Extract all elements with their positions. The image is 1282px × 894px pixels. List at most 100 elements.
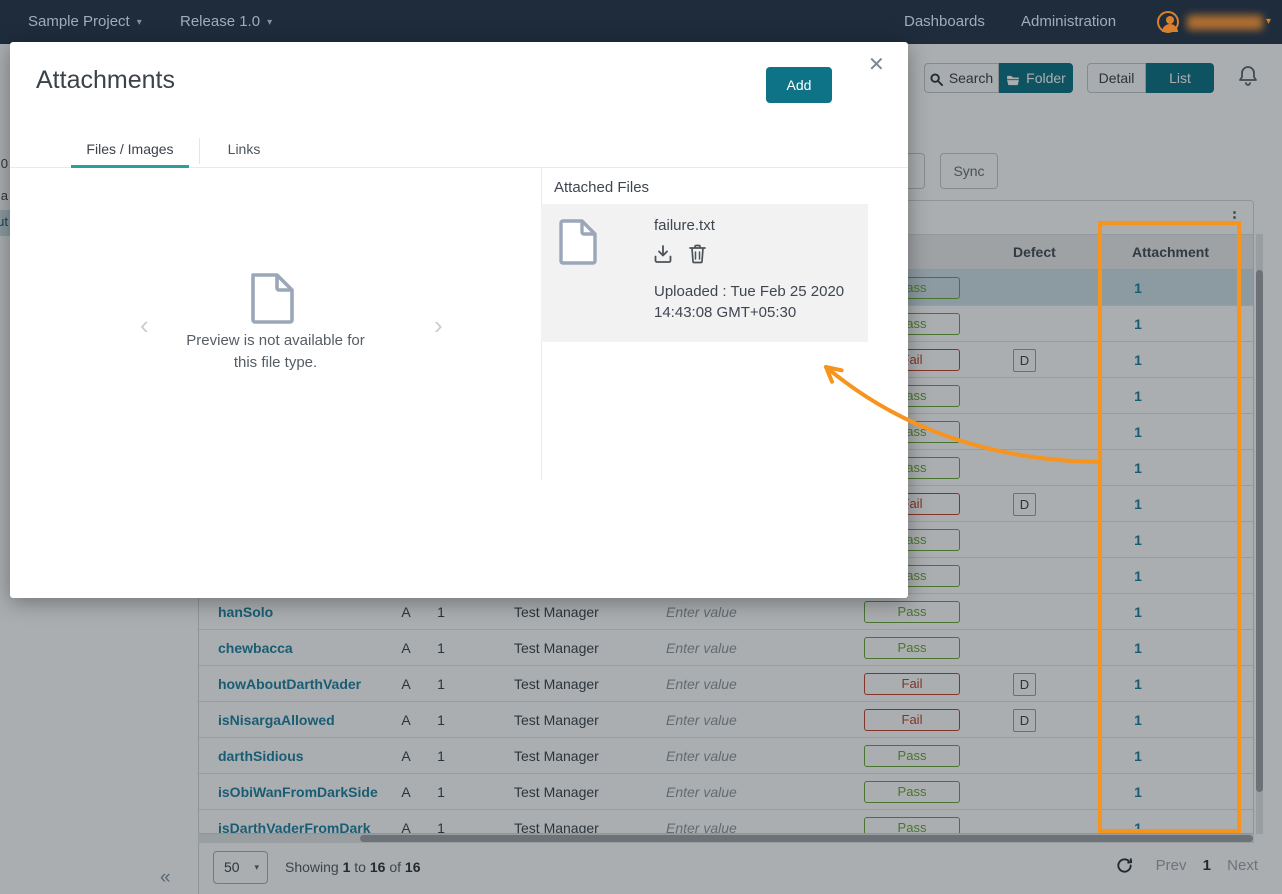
defect-badge[interactable]: D (1013, 493, 1036, 516)
release-selector[interactable]: Release 1.0 ▾ (180, 13, 273, 30)
prev-page-button[interactable]: Prev (1155, 857, 1187, 874)
attachment-count[interactable]: 1 (1134, 784, 1142, 800)
cell-version: 1 (437, 748, 445, 764)
testcase-link[interactable]: hanSolo (218, 604, 274, 620)
refresh-icon[interactable] (1115, 856, 1134, 880)
table-row[interactable]: isNisargaAllowed A 1 Test Manager Enter … (199, 702, 1253, 738)
sidebar-item-fragment[interactable]: ut (0, 214, 8, 229)
cell-enter-value-input[interactable]: Enter value (666, 712, 737, 728)
attachment-count[interactable]: 1 (1134, 748, 1142, 764)
attachment-count[interactable]: 1 (1134, 568, 1142, 584)
nav-administration[interactable]: Administration (1021, 13, 1117, 30)
cell-owner: Test Manager (514, 784, 599, 800)
sidebar-selected-row (0, 210, 10, 236)
testcase-link[interactable]: chewbacca (218, 640, 293, 656)
attachment-count[interactable]: 1 (1134, 676, 1142, 692)
attachment-count[interactable]: 1 (1134, 388, 1142, 404)
chevron-left-icon[interactable]: ‹ (140, 310, 149, 340)
preview-pane: ‹ › Preview is not available for this fi… (10, 168, 541, 480)
tab-files-images[interactable]: Files / Images (86, 141, 174, 157)
attachment-count[interactable]: 1 (1134, 640, 1142, 656)
status-badge[interactable]: Fail (864, 673, 960, 695)
table-row[interactable]: hanSolo A 1 Test Manager Enter value Pas… (199, 594, 1253, 630)
folder-button-label: Folder (1026, 70, 1066, 86)
tab-links[interactable]: Links (227, 141, 261, 157)
cell-code: A (401, 820, 411, 834)
column-header-attachment[interactable]: Attachment (1132, 244, 1210, 260)
table-row[interactable]: howAboutDarthVader A 1 Test Manager Ente… (199, 666, 1253, 702)
sidebar-item-fragment[interactable]: na (0, 188, 8, 203)
user-name-redacted (1187, 15, 1263, 30)
modal-title: Attachments (36, 66, 175, 94)
page-size-select[interactable]: 50 ▾ (213, 851, 268, 884)
delete-icon[interactable] (689, 244, 706, 269)
status-badge[interactable]: Fail (864, 709, 960, 731)
defect-badge[interactable]: D (1013, 673, 1036, 696)
cell-enter-value-input[interactable]: Enter value (666, 820, 737, 834)
add-attachment-button[interactable]: Add (766, 67, 832, 103)
file-icon (559, 217, 599, 270)
status-badge[interactable]: Pass (864, 601, 960, 623)
horizontal-scrollbar[interactable] (198, 834, 1254, 843)
cell-enter-value-input[interactable]: Enter value (666, 640, 737, 656)
sync-button[interactable]: Sync (940, 153, 998, 189)
attachment-count[interactable]: 1 (1134, 316, 1142, 332)
attachment-count[interactable]: 1 (1134, 280, 1142, 296)
close-icon[interactable]: ✕ (868, 54, 885, 76)
preview-message: this file type. (233, 354, 318, 371)
user-menu-caret-icon[interactable]: ▾ (1266, 16, 1272, 27)
vertical-scrollbar-thumb[interactable] (1256, 270, 1263, 792)
testcase-link[interactable]: isObiWanFromDarkSide (218, 784, 378, 800)
vertical-scrollbar[interactable] (1256, 234, 1263, 834)
search-button[interactable]: Search (924, 63, 999, 93)
testcase-link[interactable]: darthSidious (218, 748, 304, 764)
horizontal-scrollbar-thumb[interactable] (360, 835, 1253, 842)
attachment-count[interactable]: 1 (1134, 532, 1142, 548)
attachment-count[interactable]: 1 (1134, 604, 1142, 620)
cell-enter-value-input[interactable]: Enter value (666, 748, 737, 764)
attachment-count[interactable]: 1 (1134, 496, 1142, 512)
list-toggle-button[interactable]: List (1146, 63, 1214, 93)
status-badge[interactable]: Pass (864, 745, 960, 767)
attachment-count[interactable]: 1 (1134, 352, 1142, 368)
column-header-defect[interactable]: Defect (1013, 244, 1056, 260)
detail-toggle-button[interactable]: Detail (1087, 63, 1146, 93)
project-selector[interactable]: Sample Project ▾ (28, 13, 142, 30)
next-page-button[interactable]: Next (1227, 857, 1258, 874)
chevron-right-icon[interactable]: › (434, 310, 443, 340)
testcase-link[interactable]: isNisargaAllowed (218, 712, 335, 728)
cell-enter-value-input[interactable]: Enter value (666, 604, 737, 620)
defect-badge[interactable]: D (1013, 709, 1036, 732)
sidebar-item-fragment[interactable]: 0 (0, 156, 8, 171)
cell-enter-value-input[interactable]: Enter value (666, 784, 737, 800)
cell-version: 1 (437, 640, 445, 656)
download-icon[interactable] (653, 244, 673, 269)
attachment-count[interactable]: 1 (1134, 820, 1142, 834)
cell-enter-value-input[interactable]: Enter value (666, 676, 737, 692)
notifications-bell-icon[interactable] (1238, 65, 1258, 92)
folder-button[interactable]: Folder (999, 63, 1073, 93)
testcase-link[interactable]: howAboutDarthVader (218, 676, 362, 692)
cell-owner: Test Manager (514, 640, 599, 656)
attachment-count[interactable]: 1 (1134, 460, 1142, 476)
cell-version: 1 (437, 712, 445, 728)
table-row[interactable]: isDarthVaderFromDark A 1 Test Manager En… (199, 810, 1253, 834)
status-badge[interactable]: Pass (864, 817, 960, 833)
testcase-link[interactable]: isDarthVaderFromDark (218, 820, 371, 834)
current-page[interactable]: 1 (1202, 857, 1211, 874)
attachment-count[interactable]: 1 (1134, 424, 1142, 440)
upload-timestamp: Uploaded : Tue Feb 25 2020 14:43:08 GMT+… (654, 283, 845, 321)
tab-separator (199, 138, 200, 164)
user-avatar-icon[interactable] (1157, 11, 1179, 33)
status-badge[interactable]: Pass (864, 781, 960, 803)
nav-dashboards[interactable]: Dashboards (904, 13, 985, 30)
table-row[interactable]: isObiWanFromDarkSide A 1 Test Manager En… (199, 774, 1253, 810)
search-button-label: Search (948, 70, 994, 86)
attachment-count[interactable]: 1 (1134, 712, 1142, 728)
table-row[interactable]: darthSidious A 1 Test Manager Enter valu… (199, 738, 1253, 774)
status-badge[interactable]: Pass (864, 637, 960, 659)
table-row[interactable]: chewbacca A 1 Test Manager Enter value P… (199, 630, 1253, 666)
cell-code: A (401, 748, 411, 764)
sidebar-collapse-icon[interactable]: « (160, 867, 171, 888)
